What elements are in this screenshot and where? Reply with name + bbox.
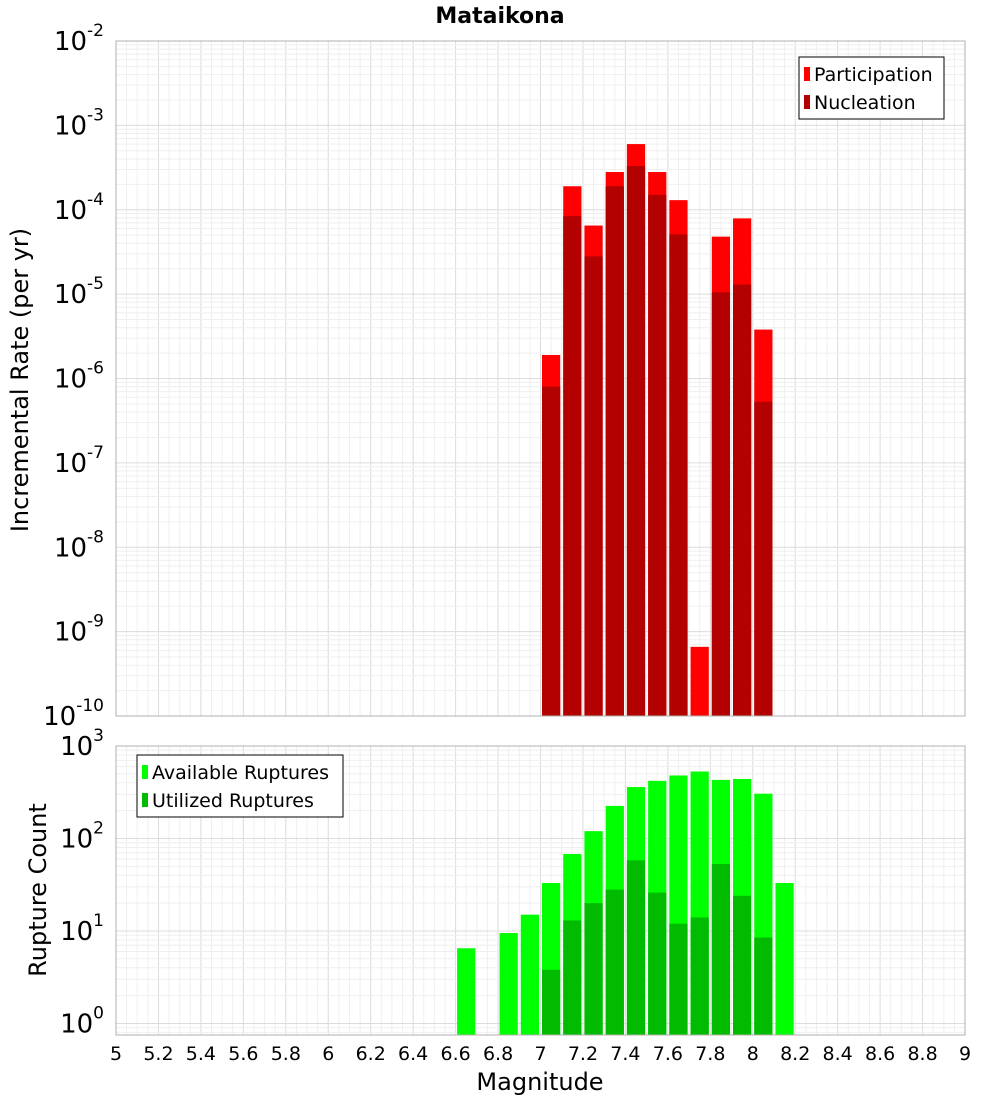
- legend-label: Nucleation: [814, 92, 916, 114]
- x-tick-label: 6.4: [398, 1043, 428, 1065]
- bottom-bar-utilized-ruptures: [690, 917, 709, 1035]
- bottom-bar-utilized-ruptures: [754, 937, 773, 1035]
- bottom-bars: [457, 771, 794, 1035]
- bottom-bar-utilized-ruptures: [563, 920, 582, 1035]
- legend-label: Participation: [814, 64, 933, 86]
- x-tick-label: 7.2: [568, 1043, 598, 1065]
- 0-y-tick-label: 10-4: [54, 190, 104, 226]
- 0-y-tick-label: 10-7: [54, 443, 104, 479]
- 0-y-tick-label: 10-3: [54, 105, 104, 141]
- bottom-plot-frame: [115, 745, 966, 1036]
- bottom-bar-available-ruptures: [499, 933, 518, 1035]
- 0-y-tick-label: 10-10: [43, 696, 104, 732]
- top-bar-nucleation: [542, 386, 561, 716]
- top-bar-nucleation: [563, 216, 582, 717]
- x-tick-label: 9: [959, 1043, 971, 1065]
- bottom-bar-utilized-ruptures: [584, 903, 603, 1035]
- x-tick-label: 8.8: [907, 1043, 937, 1065]
- bottom-bar-utilized-ruptures: [711, 863, 731, 1035]
- top-bar-nucleation: [754, 401, 773, 716]
- top-bar-nucleation: [605, 186, 624, 716]
- x-tick-label: 6: [322, 1043, 334, 1065]
- x-tick-label: 5.2: [143, 1043, 173, 1065]
- x-tick-label: 7.6: [653, 1043, 683, 1065]
- legend-label: Available Ruptures: [152, 762, 329, 784]
- bottom-bar-available-ruptures: [520, 914, 539, 1035]
- 0-y-tick-label: 10-6: [54, 359, 104, 395]
- x-tick-label: 5.8: [271, 1043, 301, 1065]
- x-tick-label: 5.4: [186, 1043, 216, 1065]
- x-tick-label: 6.6: [440, 1043, 470, 1065]
- 0-y-tick-label: 10-9: [54, 612, 104, 648]
- 0-y-tick-label: 10-2: [54, 21, 104, 57]
- x-tick-label: 5: [110, 1043, 122, 1065]
- legend-swatch: [142, 765, 148, 779]
- top-bar-nucleation: [584, 256, 603, 716]
- top-bar-participation: [690, 646, 709, 716]
- legend-swatch: [804, 95, 810, 109]
- 0-y-tick-label: 10-5: [54, 274, 104, 310]
- x-tick-label: 7: [534, 1043, 546, 1065]
- bottom-bar-utilized-ruptures: [669, 923, 688, 1035]
- bottom-bar-utilized-ruptures: [542, 969, 561, 1035]
- bottom-bar-available-ruptures: [775, 883, 794, 1035]
- x-axis-label: Magnitude: [476, 1068, 603, 1096]
- top-bar-nucleation: [669, 234, 688, 716]
- top-legend: Participation Nucleation: [798, 56, 945, 120]
- x-tick-label: 7.4: [610, 1043, 640, 1065]
- x-tick-label: 8: [747, 1043, 759, 1065]
- legend-box: [136, 754, 344, 818]
- bottom-y-ticks: 100 101 102 103: [60, 726, 104, 1039]
- x-tick-label: 8.6: [865, 1043, 895, 1065]
- bottom-y-axis-label: Rupture Count: [24, 803, 52, 977]
- legend-swatch: [142, 793, 148, 807]
- legend-swatch: [804, 67, 810, 81]
- bottom-bar-utilized-ruptures: [605, 889, 624, 1035]
- top-bar-nucleation: [711, 292, 731, 716]
- top-plot-frame: [115, 40, 966, 717]
- x-tick-label: 6.8: [483, 1043, 513, 1065]
- x-tick-label: 8.2: [780, 1043, 810, 1065]
- 1-y-tick-label: 100: [60, 1003, 104, 1039]
- legend-box: [798, 56, 945, 120]
- top-bars: [542, 144, 773, 717]
- x-tick-label: 6.2: [356, 1043, 386, 1065]
- top-bar-nucleation: [648, 194, 667, 716]
- legend-label: Utilized Ruptures: [152, 790, 314, 812]
- chart-title: Mataikona: [435, 4, 564, 29]
- x-ticks: 5 5.2 5.4 5.6 5.8 6 6.2 6.4 6.6 6.8 7 7.2 7.4 7.6 7.8 8…: [110, 1043, 971, 1065]
- x-tick-label: 5.6: [228, 1043, 258, 1065]
- bottom-bar-utilized-ruptures: [626, 860, 646, 1035]
- top-y-ticks: 10-10 10-9 10-8 10-7 10-6 10-5 10-4 10-3 10-2: [43, 21, 104, 732]
- top-y-axis-label: Incremental Rate (per yr): [6, 228, 34, 532]
- 1-y-tick-label: 102: [60, 818, 104, 854]
- top-grid: [115, 40, 966, 717]
- x-tick-label: 8.4: [823, 1043, 853, 1065]
- bottom-grid: [115, 745, 966, 1035]
- top-bar-nucleation: [626, 166, 646, 717]
- bottom-bar-available-ruptures: [457, 948, 476, 1035]
- bottom-bar-utilized-ruptures: [733, 895, 752, 1035]
- bottom-bar-utilized-ruptures: [648, 892, 667, 1035]
- top-bar-nucleation: [733, 284, 752, 716]
- bottom-legend: Available Ruptures Utilized Ruptures: [136, 754, 344, 818]
- x-tick-label: 7.8: [695, 1043, 725, 1065]
- 1-y-tick-label: 101: [60, 911, 104, 947]
- 0-y-tick-label: 10-8: [54, 527, 104, 563]
- 1-y-tick-label: 103: [60, 726, 104, 762]
